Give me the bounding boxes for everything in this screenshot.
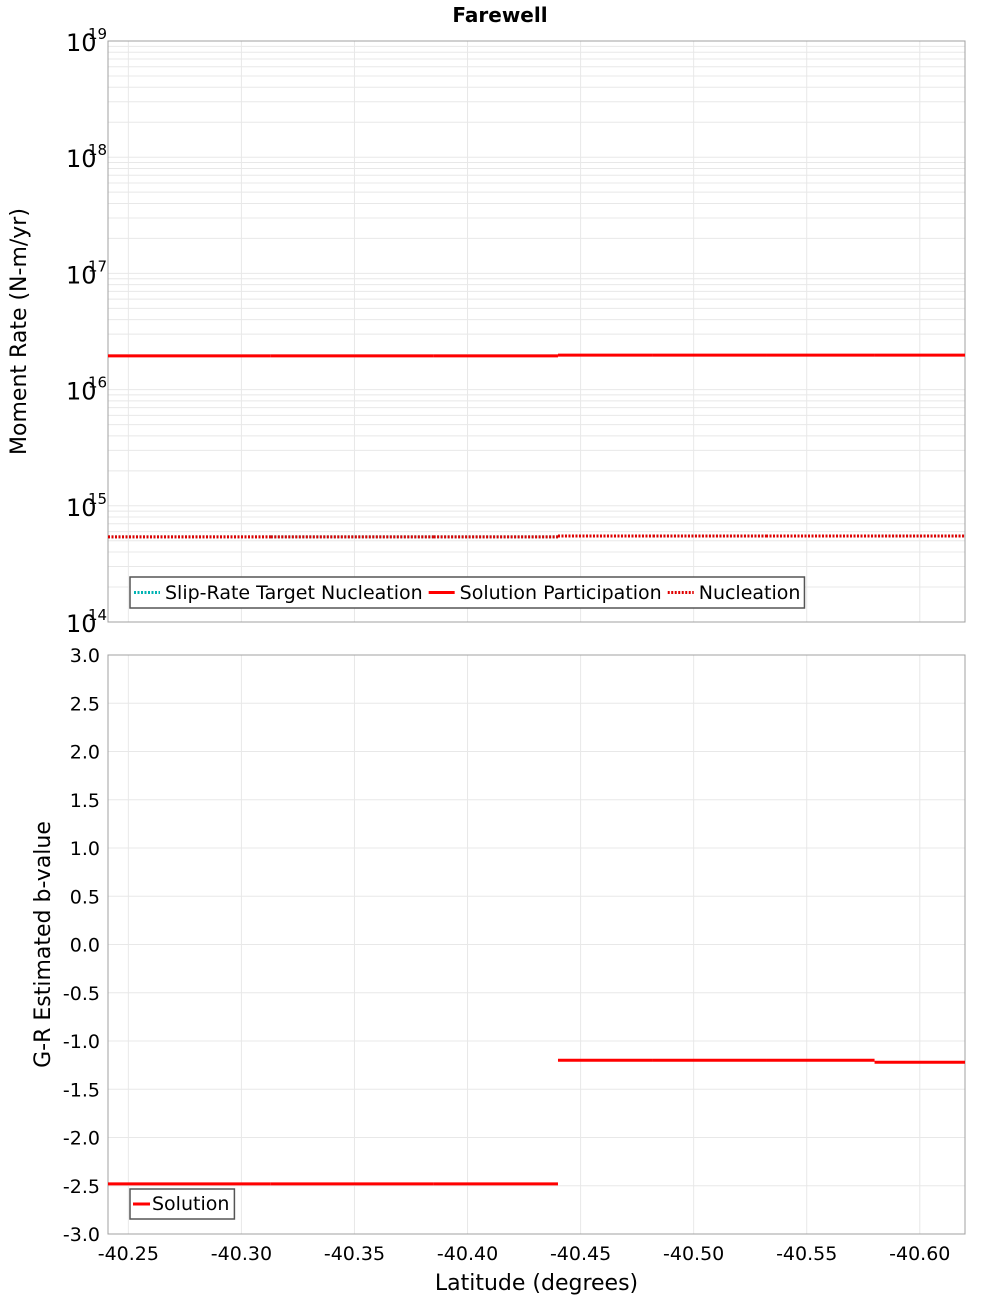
y-tick-exponent: 14 — [88, 606, 107, 624]
series-nucleation — [108, 534, 965, 539]
b-value-legend: Solution — [129, 1188, 236, 1220]
y-tick-label: -0.5 — [63, 983, 100, 1005]
y-tick-label: 3.0 — [70, 645, 100, 667]
y-tick-label: 10 — [66, 29, 97, 57]
series-solution — [108, 1058, 965, 1186]
y-tick-exponent: 18 — [88, 141, 107, 159]
legend-item: Slip-Rate Target Nucleation — [165, 582, 423, 604]
legend-item: Solution Participation — [460, 582, 662, 604]
b-value-panel: 3.0 2.5 2.0 1.5 1.0 0.5 0.0 -0.5 -1.0 -1.5 -2.0 -2.… — [31, 645, 966, 1246]
y-tick-label: 1.0 — [70, 838, 100, 860]
legend-item: Nucleation — [699, 582, 801, 604]
chart-title: Farewell — [452, 3, 547, 27]
y-tick-label: -1.5 — [63, 1079, 100, 1101]
y-tick-label: 10 — [66, 261, 97, 289]
y-tick-label: 1.5 — [70, 790, 100, 812]
y-tick-label: 2.5 — [70, 693, 100, 715]
y-tick-label: 10 — [66, 494, 97, 522]
x-tick-label: -40.45 — [550, 1243, 611, 1265]
x-tick-label: -40.35 — [324, 1243, 385, 1265]
x-axis: -40.25 -40.30 -40.35 -40.40 -40.45 -40.50 -40.… — [98, 1243, 951, 1296]
y-tick-exponent: 19 — [88, 25, 107, 43]
y-tick-exponent: 15 — [88, 490, 107, 508]
y-tick-label: 10 — [66, 378, 97, 406]
x-axis-label: Latitude (degrees) — [435, 1271, 638, 1296]
x-tick-label: -40.55 — [776, 1243, 837, 1265]
y-tick-exponent: 17 — [88, 257, 107, 275]
moment-rate-plot-border — [107, 40, 966, 623]
x-tick-label: -40.50 — [663, 1243, 724, 1265]
y-tick-label: -1.0 — [63, 1031, 100, 1053]
b-value-axis-label: G-R Estimated b-value — [31, 821, 56, 1068]
moment-rate-axis-label: Moment Rate (N-m/yr) — [7, 208, 32, 455]
y-tick-exponent: 16 — [88, 374, 107, 392]
y-tick-label: -2.5 — [63, 1176, 100, 1198]
y-tick-label: -3.0 — [63, 1224, 100, 1246]
moment-rate-legend: Slip-Rate Target Nucleation Solution Part… — [129, 576, 806, 609]
x-tick-label: -40.40 — [437, 1243, 498, 1265]
y-tick-label: 0.0 — [70, 935, 100, 957]
x-tick-label: -40.30 — [211, 1243, 272, 1265]
y-tick-label: 2.0 — [70, 742, 100, 764]
y-tick-label: 10 — [66, 145, 97, 173]
x-tick-label: -40.60 — [889, 1243, 950, 1265]
y-tick-label: -2.0 — [63, 1128, 100, 1150]
b-value-plot-border — [107, 654, 966, 1235]
y-tick-label: 0.5 — [70, 886, 100, 908]
legend-item: Solution — [152, 1193, 229, 1215]
x-tick-label: -40.25 — [98, 1243, 159, 1265]
y-tick-label: 10 — [66, 610, 97, 638]
series-solution-participation — [108, 353, 965, 358]
